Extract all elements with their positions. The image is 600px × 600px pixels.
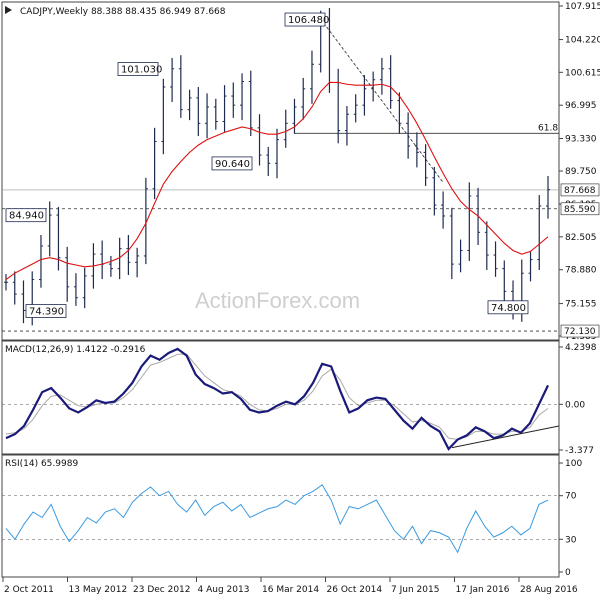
x-tick-label-4: 16 Mar 2014 — [262, 585, 319, 595]
current-price-box — [560, 183, 600, 197]
x-tick-label-6: 7 Jun 2015 — [391, 585, 439, 595]
price-tick-label-3: 96.995 — [565, 101, 597, 111]
price-tick-label-7: 82.505 — [565, 233, 597, 243]
macd-tick-label-0: 4.2398 — [565, 343, 597, 353]
chart-menu-icon[interactable] — [5, 6, 12, 14]
x-tick-label-1: 13 May 2012 — [69, 585, 128, 595]
rsi-panel-frame — [1, 454, 560, 578]
x-tick-label-5: 26 Oct 2014 — [327, 585, 383, 595]
annotation-label-1: 101.030 — [121, 65, 162, 76]
price-panel-title: CADJPY,Weekly 88.388 88.435 86.949 87.66… — [20, 7, 226, 17]
level-72-130-label: 72.130 — [564, 327, 596, 337]
price-tick-label-4: 93.330 — [565, 134, 597, 144]
current-price-label: 87.668 — [564, 186, 596, 196]
price-tick-label-2: 100.615 — [565, 68, 600, 78]
x-tick-label-0: 2 Oct 2011 — [4, 585, 54, 595]
annotation-label-0: 106.480 — [288, 15, 329, 26]
level-85-590-box — [560, 202, 600, 216]
macd-panel-title: MACD(12,26,9) 1.4122 -0.2916 — [5, 345, 146, 355]
price-tick-label-8: 78.880 — [565, 266, 597, 276]
price-moving-average — [5, 18, 549, 280]
annotation-label-5: 74.800 — [491, 303, 526, 314]
price-tick-label-9: 75.155 — [565, 300, 597, 310]
rsi-tick-label-1: 70 — [565, 492, 577, 502]
macd-signal-line — [5, 353, 549, 441]
rsi-panel-title: RSI(14) 65.9989 — [5, 459, 78, 469]
macd-line — [5, 347, 549, 451]
x-axis-ticks: 2 Oct 2011 13 May 2012 23 Dec 2012 4 Aug 20… — [2, 577, 578, 595]
rsi-tick-label-0: 100 — [565, 459, 582, 469]
annotation-label-3: 84.940 — [9, 211, 44, 222]
annotation-box-4 — [25, 304, 67, 318]
trend-line-down — [320, 18, 444, 183]
macd-tick-label-2: -3.377 — [565, 446, 594, 456]
level-85-590-label: 85.590 — [564, 205, 596, 215]
level-label-61-8: 61.8 — [538, 123, 558, 133]
rsi-y-ticks: 100 70 30 0 — [559, 459, 582, 578]
level-72-130-box — [560, 324, 600, 338]
ma-line — [5, 81, 549, 280]
macd-panel-frame — [1, 340, 560, 455]
price-candles — [4, 7, 550, 326]
annotation-box-1 — [117, 62, 159, 76]
x-tick-label-7: 17 Jan 2016 — [456, 585, 510, 595]
rsi-line — [5, 484, 549, 554]
macd-y-ticks: 4.2398 0.00 -3.377 — [559, 343, 597, 456]
x-tick-label-3: 4 Aug 2013 — [198, 585, 250, 595]
macd-lines — [2, 347, 560, 451]
annotation-label-2: 90.640 — [215, 159, 250, 170]
x-tick-label-2: 23 Dec 2012 — [133, 585, 191, 595]
annotation-box-0 — [284, 12, 326, 27]
annotation-label-4: 74.390 — [29, 307, 64, 318]
price-levels: 61.8 — [2, 123, 559, 332]
rsi-tick-label-2: 30 — [565, 535, 577, 545]
rsi-lines — [2, 484, 559, 554]
x-tick-label-8: 28 Aug 2016 — [520, 585, 578, 595]
macd-trend-line — [451, 425, 560, 449]
price-annotations: 106.480 101.030 90.640 84.940 74.390 74.800 — [5, 12, 529, 318]
annotation-box-5 — [487, 300, 529, 315]
macd-tick-label-1: 0.00 — [565, 400, 585, 410]
annotation-box-2 — [211, 156, 253, 171]
price-tick-label-1: 104.220 — [565, 36, 600, 46]
annotation-box-3 — [5, 208, 47, 223]
price-tick-label-0: 107.915 — [565, 2, 600, 12]
rsi-tick-label-3: 0 — [565, 568, 571, 578]
price-tick-label-5: 89.750 — [565, 167, 597, 177]
price-y-ticks: 107.915 104.220 100.615 96.995 93.330 89.750 8… — [559, 2, 600, 342]
watermark: ActionForex.com — [195, 288, 360, 313]
